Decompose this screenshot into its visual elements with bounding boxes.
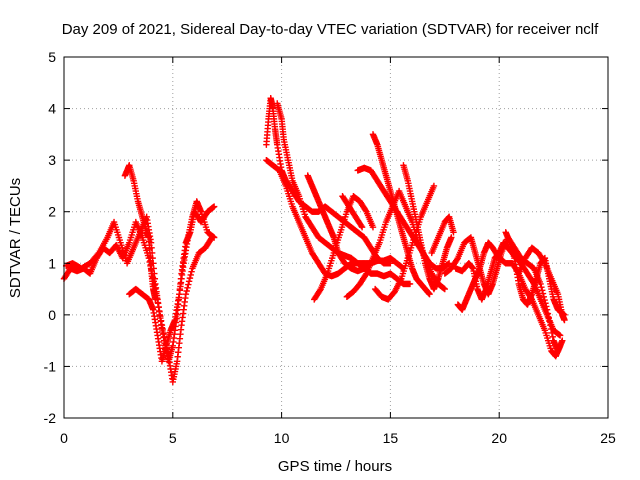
series-arc-10 <box>339 193 366 231</box>
data-point-marker <box>185 278 193 285</box>
data-point-marker <box>184 284 191 291</box>
plot-frame <box>63 56 609 419</box>
data-point-marker <box>430 182 438 190</box>
series-arc-19 <box>454 239 564 360</box>
x-tick-label: 15 <box>383 430 399 446</box>
data-point-marker <box>406 280 414 288</box>
data-point-marker <box>362 271 369 279</box>
y-tick-label: 1 <box>48 255 56 271</box>
series-arc-16 <box>428 213 457 257</box>
y-axis-label: SDTVAR / TECUs <box>7 178 24 298</box>
data-point-marker <box>445 260 453 267</box>
y-tick-label: 0 <box>48 307 56 323</box>
data-point-marker <box>210 234 218 241</box>
data-point-marker <box>559 337 566 344</box>
y-tick-label: 3 <box>48 152 56 168</box>
series-arc-21 <box>515 244 568 324</box>
data-point-marker <box>185 281 192 288</box>
data-point-marker <box>358 222 365 230</box>
data-point-marker <box>183 287 190 295</box>
x-tick-label: 25 <box>600 430 616 446</box>
data-point-marker <box>152 296 159 303</box>
y-tick-label: 2 <box>48 204 56 220</box>
data-marks <box>60 95 568 386</box>
data-point-marker <box>537 280 544 288</box>
data-point-marker <box>556 332 564 339</box>
series-arc-4 <box>126 198 218 365</box>
x-tick-label: 5 <box>169 430 177 446</box>
data-point-marker <box>538 287 546 294</box>
data-point-marker <box>561 316 568 324</box>
data-point-marker <box>188 268 195 275</box>
y-tick-label: -2 <box>44 410 57 426</box>
data-point-marker <box>316 287 324 294</box>
y-tick-label: -1 <box>44 358 57 374</box>
x-tick-label: 0 <box>60 430 68 446</box>
data-point-marker <box>441 285 448 293</box>
series-arc-15 <box>400 162 455 293</box>
x-tick-label: 20 <box>491 430 507 446</box>
series-arc-3 <box>121 162 159 303</box>
data-point-marker <box>453 256 461 263</box>
y-tick-label: 4 <box>48 101 56 117</box>
data-point-marker <box>210 203 218 210</box>
data-point-marker <box>540 258 548 266</box>
axis-ticks <box>63 56 609 419</box>
data-point-marker <box>186 274 194 282</box>
chart-title: Day 209 of 2021, Sidereal Day-to-day VTE… <box>62 21 599 38</box>
data-point-marker <box>538 283 545 291</box>
data-point-marker <box>450 229 457 236</box>
series-arc-9 <box>311 193 377 303</box>
data-point-marker <box>182 291 190 298</box>
data-point-marker <box>448 234 455 241</box>
y-tick-label: 5 <box>48 49 56 65</box>
data-point-marker <box>94 251 101 258</box>
data-point-marker <box>556 342 564 349</box>
axis-tick-labels: 0 5 10 15 20 25 -2 -1 0 1 2 3 4 5 <box>44 49 616 446</box>
data-point-marker <box>362 207 369 214</box>
x-tick-label: 10 <box>274 430 290 446</box>
data-point-marker <box>369 223 377 231</box>
x-axis-label: GPS time / hours <box>278 458 392 475</box>
data-point-marker <box>426 291 433 298</box>
data-point-marker <box>549 333 556 340</box>
data-point-marker <box>358 223 366 231</box>
data-point-marker <box>187 271 194 279</box>
